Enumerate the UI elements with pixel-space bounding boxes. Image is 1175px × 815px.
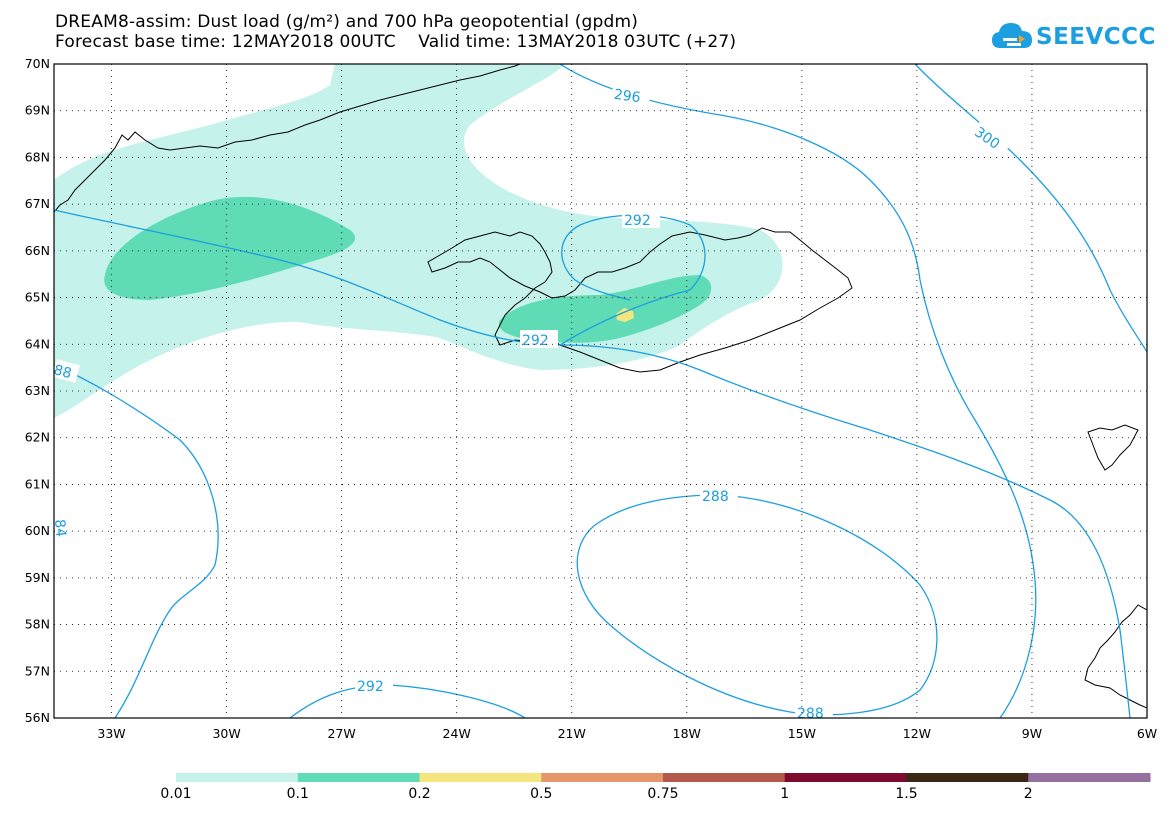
legend-label: 0.5 [530,786,553,802]
lon-label: 21W [558,726,586,741]
lat-label: 56N [25,710,50,725]
contour-label-292-iceland: 292 [522,333,549,349]
lon-label: 33W [97,726,125,741]
iceland-coastline [427,227,853,373]
contour-label-288-top: 288 [702,489,729,505]
map-frame [53,63,1148,719]
contour-300 [914,64,1147,353]
legend-label: 1 [780,786,790,802]
legend-label: 1.5 [895,786,918,802]
lon-label: 18W [673,726,701,741]
lat-label: 62N [25,430,50,445]
legend-label: 0.1 [286,786,309,802]
lon-label: 12W [903,726,931,741]
lon-label: 15W [788,726,816,741]
lat-label: 68N [25,149,50,164]
legend-swatch [176,773,299,782]
map-title: DREAM8-assim: Dust load (g/m²) and 700 h… [55,12,639,32]
lat-label: 67N [25,196,50,211]
lon-label: 24W [443,726,471,741]
lat-label: 63N [25,383,50,398]
latitude-labels: 70N 69N 68N 67N 66N 65N 64N 63N 62N 61N 60N 59N 58N 5… [25,56,50,725]
legend-label: 0.75 [647,786,679,802]
legend-label: 0.01 [160,786,192,802]
map-subtitle: Forecast base time: 12MAY2018 00UTC Vali… [55,32,737,52]
lon-label: 27W [327,726,355,741]
logo-text: SEEVCCC [1036,24,1156,50]
contour-296 [559,64,1037,718]
lat-label: 66N [25,243,50,258]
contour-label-292-south: 292 [357,679,384,695]
contour-292-main [54,209,1131,718]
contour-labels: 296 300 292 292 88 84 288 288 292 [51,83,1012,722]
lon-label: 6W [1137,726,1157,741]
legend-label: 0.2 [408,786,431,802]
contour-label-288-bottom: 288 [797,706,824,722]
lat-label: 61N [25,476,50,491]
contour-label-292-north: 292 [624,213,651,229]
longitude-labels: 33W 30W 27W 24W 21W 18W 15W 12W 9W 6W [97,726,1157,741]
lat-label: 69N [25,103,50,118]
contour-label-288-west: 88 [52,362,73,382]
legend-swatch [541,773,664,782]
lat-label: 60N [25,523,50,538]
lat-label: 59N [25,570,50,585]
legend-swatch [297,773,420,782]
greenland-coastline [54,64,521,213]
contour-288-east [576,494,938,716]
lat-label: 57N [25,663,50,678]
legend-swatch [1028,773,1151,782]
legend-swatch [663,773,786,782]
legend-swatch [906,773,1029,782]
legend-colorbar [176,773,1151,782]
seevccc-logo: SEEVCCC [990,16,1160,58]
contour-288-west [54,364,219,718]
dust-region-medium-iceland [498,275,712,343]
faroe-coastline [1087,424,1139,471]
legend-swatch [419,773,542,782]
contour-label-296: 296 [613,87,642,107]
dust-region-high [616,308,634,322]
legend-swatch [784,773,907,782]
lat-label: 65N [25,290,50,305]
lon-label: 9W [1022,726,1042,741]
scotland-coastline [1084,604,1147,709]
lat-label: 58N [25,617,50,632]
contour-label-284: 84 [51,519,68,538]
cloud-icon [992,23,1032,48]
lon-label: 30W [212,726,240,741]
contour-292-loop [559,214,706,346]
map-grid [54,64,1147,718]
legend-label: 2 [1023,786,1033,802]
lat-label: 64N [25,336,50,351]
lat-label: 70N [25,56,50,71]
